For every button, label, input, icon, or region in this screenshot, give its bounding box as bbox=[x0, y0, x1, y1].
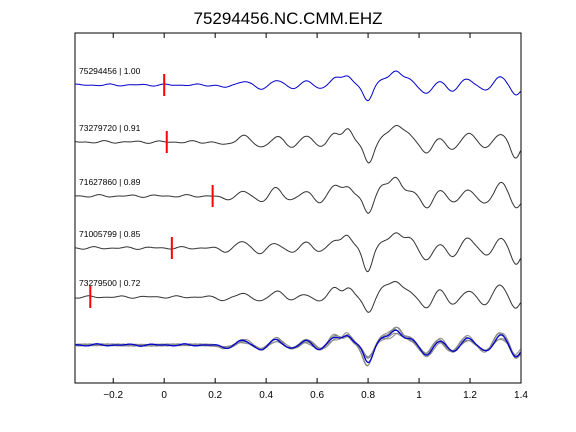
trace-5-waveform bbox=[74, 280, 521, 313]
pick-marker-group bbox=[89, 74, 214, 308]
chart-title: 75294456.NC.CMM.EHZ bbox=[193, 9, 383, 28]
trace-label-group: 75294456 | 1.00 73279720 | 0.91 71627860 |… bbox=[79, 66, 141, 288]
trace-1-waveform bbox=[74, 70, 521, 102]
trace-4-waveform bbox=[74, 232, 521, 273]
x-tick-label: 0.6 bbox=[310, 390, 324, 401]
trace-label-5: 73279500 | 0.72 bbox=[79, 278, 141, 288]
trace-label-2: 73279720 | 0.91 bbox=[79, 123, 141, 133]
trace-2-waveform bbox=[74, 125, 521, 164]
x-tick-label: 0 bbox=[161, 390, 167, 401]
x-tick-label: −0.2 bbox=[103, 390, 123, 401]
x-tick-label: 1.4 bbox=[514, 390, 528, 401]
x-tick-label: 0.4 bbox=[259, 390, 273, 401]
trace-label-4: 71005799 | 0.85 bbox=[79, 229, 141, 239]
trace-3-waveform bbox=[75, 176, 521, 214]
stack-waveform-1 bbox=[74, 328, 521, 359]
stack-waveform-2 bbox=[74, 332, 521, 367]
plot-frame bbox=[74, 32, 522, 384]
x-tick-label: 1.2 bbox=[463, 390, 477, 401]
x-tick-label: 0.2 bbox=[208, 390, 222, 401]
x-tick-label: 0.8 bbox=[361, 390, 375, 401]
trace-label-3: 71627860 | 0.89 bbox=[79, 177, 141, 187]
stack-reference-waveform bbox=[74, 329, 522, 364]
x-axis: −0.2 0 0.2 0.4 0.6 0.8 1 1.2 1.4 bbox=[103, 33, 528, 401]
stack-waveform-3 bbox=[74, 326, 521, 359]
stack-overlay bbox=[74, 326, 522, 367]
x-tick-label: 1 bbox=[416, 390, 422, 401]
trace-label-1: 75294456 | 1.00 bbox=[79, 66, 141, 76]
trace-group bbox=[74, 70, 521, 313]
stack-waveform-4 bbox=[74, 332, 521, 366]
